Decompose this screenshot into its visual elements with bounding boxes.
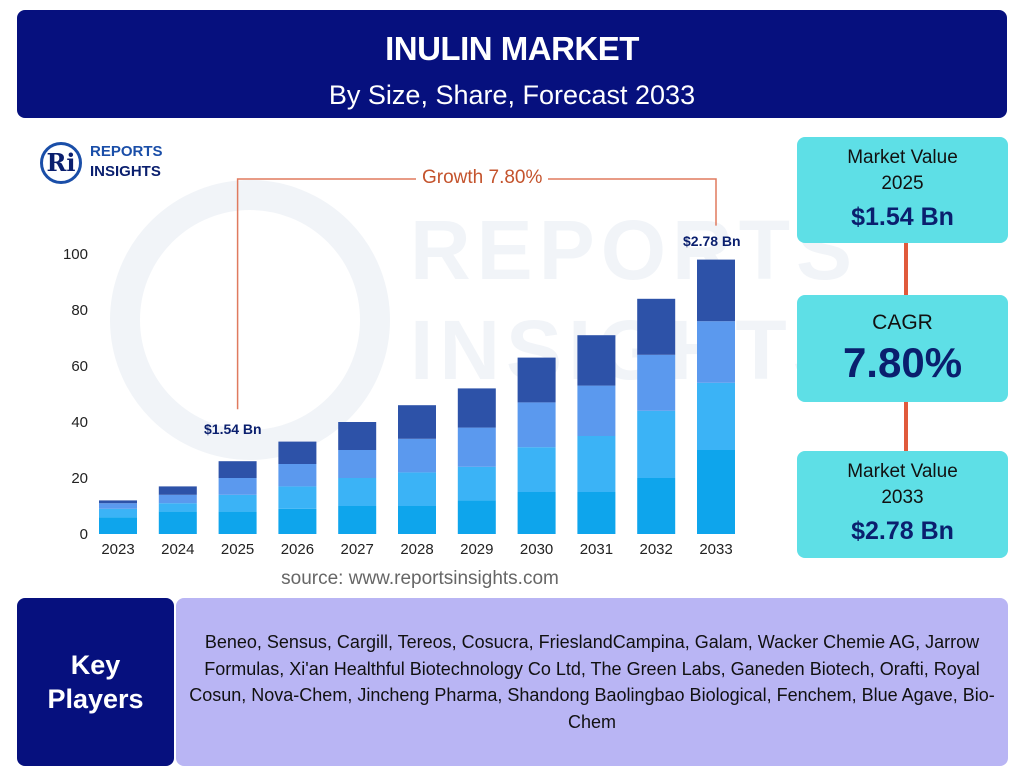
bar-segment-2026-4 [278, 441, 317, 464]
bar-annotation-2033: $2.78 Bn [683, 233, 741, 249]
bar-segment-2027-4 [338, 422, 377, 450]
y-axis: 0 20 40 60 80 100 [63, 246, 88, 543]
bar-segment-2031-1 [577, 492, 616, 534]
bar-segment-2028-4 [398, 405, 436, 439]
key-players-label-box: Key Players [17, 598, 174, 766]
bar-segment-2032-2 [637, 410, 676, 478]
x-tick-label-2033: 2033 [699, 541, 732, 558]
y-tick-label: 20 [71, 470, 88, 487]
y-tick-label: 40 [71, 414, 88, 431]
bar-segment-2030-1 [517, 492, 556, 534]
cagr-value: 7.80% [842, 339, 963, 386]
market-value-2033-label: Market Value [847, 461, 958, 482]
bar-segment-2032-3 [637, 354, 676, 411]
logo-mark: Ri [40, 142, 82, 184]
chart-subtitle: By Size, Share, Forecast 2033 [328, 80, 696, 110]
bar-segment-2025-1 [218, 511, 257, 534]
bar-segment-2031-2 [577, 436, 616, 492]
key-players-list: Beneo, Sensus, Cargill, Tereos, Cosucra,… [189, 632, 995, 732]
bar-segment-2026-3 [278, 464, 317, 487]
bar-annotation-2025: $1.54 Bn [204, 421, 262, 437]
brand-logo: Ri REPORTS INSIGHTS [40, 142, 200, 186]
key-players-label-line1: Key [70, 650, 121, 680]
connector-line-top [904, 243, 908, 295]
bar-segment-2025-2 [218, 494, 257, 512]
market-value-2033-card: Market Value 2033 $2.78 Bn [797, 451, 1008, 558]
y-tick-label: 100 [63, 246, 88, 263]
bar-segment-2023-2 [99, 508, 137, 518]
x-axis: 2023 2024 2025 2026 2027 2028 2029 2030 2031 2032… [101, 541, 732, 558]
bar-segment-2027-1 [338, 506, 377, 534]
market-value-2033-amount: $2.78 Bn [851, 517, 954, 545]
bar-segment-2027-2 [338, 478, 377, 506]
header-banner: INULIN MARKET By Size, Share, Forecast 2… [17, 10, 1007, 118]
bar-segment-2031-3 [577, 385, 616, 436]
x-tick-label-2028: 2028 [400, 541, 433, 558]
x-tick-label-2029: 2029 [460, 541, 493, 558]
chart-title: INULIN MARKET [385, 30, 639, 67]
bar-segment-2032-4 [637, 298, 676, 355]
bar-segment-2028-2 [398, 472, 436, 506]
market-value-2025-year: 2025 [881, 173, 924, 194]
y-tick-label: 60 [71, 358, 88, 375]
bar-segment-2033-2 [697, 382, 735, 450]
cagr-card: CAGR 7.80% [797, 295, 1008, 402]
bar-segment-2023-4 [99, 500, 137, 504]
market-value-2033-year: 2033 [881, 487, 924, 508]
x-tick-label-2027: 2027 [341, 541, 374, 558]
x-tick-label-2023: 2023 [101, 541, 134, 558]
y-tick-label: 0 [80, 526, 88, 543]
bar-segment-2030-2 [517, 447, 556, 492]
bar-segment-2029-4 [457, 388, 496, 428]
bar-segment-2030-4 [517, 357, 556, 403]
bar-segment-2024-1 [158, 511, 197, 534]
bar-segment-2026-1 [278, 508, 317, 534]
logo-text-insights: INSIGHTS [90, 163, 161, 180]
cagr-label: CAGR [872, 311, 933, 334]
bar-segment-2023-1 [99, 517, 137, 534]
growth-annotation: Growth 7.80% [416, 167, 549, 189]
bar-segment-2026-2 [278, 486, 317, 509]
x-tick-label-2031: 2031 [580, 541, 613, 558]
connector-line-bottom [904, 402, 908, 451]
bar-segment-2025-4 [218, 461, 257, 478]
market-value-2025-amount: $1.54 Bn [851, 203, 954, 231]
key-players-label-line2: Players [47, 684, 144, 714]
x-tick-label-2026: 2026 [281, 541, 314, 558]
bar-segment-2033-1 [697, 450, 735, 534]
bar-segment-2028-3 [398, 438, 436, 473]
bars [99, 259, 735, 534]
bar-segment-2027-3 [338, 450, 377, 478]
y-tick-label: 80 [71, 302, 88, 319]
bar-segment-2023-3 [99, 503, 137, 509]
logo-text-reports: REPORTS [90, 143, 163, 160]
bar-segment-2028-1 [398, 506, 436, 534]
bar-segment-2033-4 [697, 259, 735, 322]
bar-segment-2024-4 [158, 486, 197, 495]
source-note: source: www.reportsinsights.com [281, 568, 559, 589]
bar-segment-2032-1 [637, 478, 676, 534]
bar-segment-2024-3 [158, 494, 197, 504]
x-tick-label-2032: 2032 [640, 541, 673, 558]
key-players-list-box: Beneo, Sensus, Cargill, Tereos, Cosucra,… [176, 598, 1008, 766]
market-value-2025-label: Market Value [847, 147, 958, 168]
x-tick-label-2025: 2025 [221, 541, 254, 558]
bar-segment-2029-3 [457, 427, 496, 467]
market-value-2025-card: Market Value 2025 $1.54 Bn [797, 137, 1008, 243]
bar-segment-2033-3 [697, 321, 735, 383]
x-tick-label-2024: 2024 [161, 541, 194, 558]
bar-segment-2029-2 [457, 466, 496, 501]
bar-segment-2024-2 [158, 503, 197, 512]
x-tick-label-2030: 2030 [520, 541, 553, 558]
bar-segment-2029-1 [457, 500, 496, 534]
bar-segment-2025-3 [218, 478, 257, 495]
bar-segment-2030-3 [517, 402, 556, 448]
bar-segment-2031-4 [577, 335, 616, 386]
